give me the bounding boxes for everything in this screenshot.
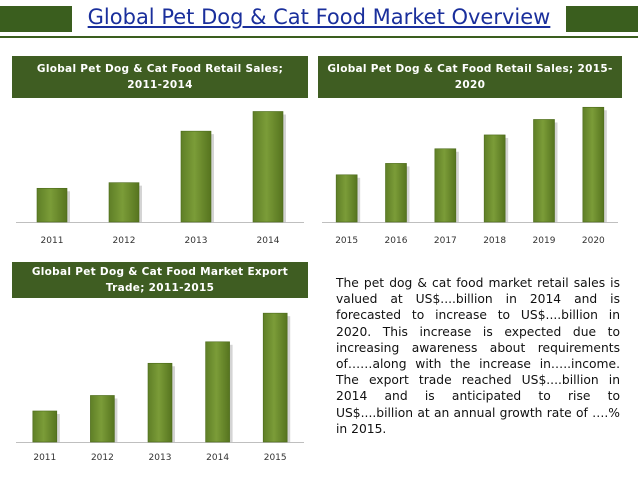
- chart-panel-retail-2015-2020: Global Pet Dog & Cat Food Retail Sales; …: [318, 56, 622, 252]
- bar-2017: [434, 148, 457, 223]
- bar-2015: [262, 312, 288, 443]
- bar-chart-export-2011-2015: 2011 2012 2013 2014 2015: [16, 312, 304, 463]
- bar-2014: [205, 341, 230, 443]
- bar-2011: [36, 187, 68, 223]
- bar-2020: [582, 106, 605, 223]
- x-tick-label: 2014: [206, 453, 229, 463]
- title-divider: [0, 36, 638, 38]
- x-tick-label: 2020: [582, 236, 605, 246]
- bar-2012: [90, 395, 115, 443]
- chart-title: Global Pet Dog & Cat Food Retail Sales; …: [327, 63, 613, 91]
- chart-panel-export-2011-2015: Global Pet Dog & Cat Food Market Export …: [12, 262, 308, 467]
- bar-2018: [483, 134, 506, 223]
- bar-chart-retail-2011-2014: 2011 2012 2013 2014: [16, 111, 304, 246]
- bar-2011: [32, 410, 58, 443]
- x-tick-label: 2012: [113, 236, 136, 246]
- bar-2014: [252, 111, 284, 223]
- chart-header: Global Pet Dog & Cat Food Market Export …: [12, 262, 308, 298]
- x-tick-label: 2011: [41, 236, 64, 246]
- chart-title: Global Pet Dog & Cat Food Retail Sales; …: [36, 63, 284, 91]
- bar-2019: [533, 119, 555, 223]
- bar-chart-retail-2015-2020: 2015 2016 2017 2018 2019 2020: [322, 106, 618, 246]
- x-tick-label: 2018: [483, 236, 506, 246]
- x-tick-label: 2017: [434, 236, 457, 246]
- x-tick-label: 2015: [335, 236, 358, 246]
- title-accent-left: [0, 6, 72, 32]
- bar-2013: [147, 362, 173, 443]
- x-tick-label: 2015: [264, 453, 287, 463]
- bar-2012: [108, 182, 140, 223]
- chart-panel-retail-2011-2014: Global Pet Dog & Cat Food Retail Sales; …: [12, 56, 308, 252]
- market-description: The pet dog & cat food market retail sal…: [336, 276, 620, 436]
- chart-header: Global Pet Dog & Cat Food Retail Sales; …: [318, 56, 622, 98]
- chart-header: Global Pet Dog & Cat Food Retail Sales; …: [12, 56, 308, 98]
- page-title: Global Pet Dog & Cat Food Market Overvie…: [87, 5, 551, 29]
- chart-title: Global Pet Dog & Cat Food Market Export …: [31, 266, 289, 294]
- bar-2013: [180, 130, 212, 223]
- x-tick-label: 2014: [257, 236, 280, 246]
- x-tick-label: 2013: [149, 453, 172, 463]
- x-tick-label: 2016: [385, 236, 408, 246]
- x-tick-label: 2019: [533, 236, 556, 246]
- x-tick-label: 2012: [91, 453, 114, 463]
- bar-2016: [385, 163, 407, 223]
- x-tick-label: 2011: [33, 453, 56, 463]
- bar-2015: [335, 174, 358, 223]
- x-tick-label: 2013: [185, 236, 208, 246]
- title-accent-right: [566, 6, 638, 32]
